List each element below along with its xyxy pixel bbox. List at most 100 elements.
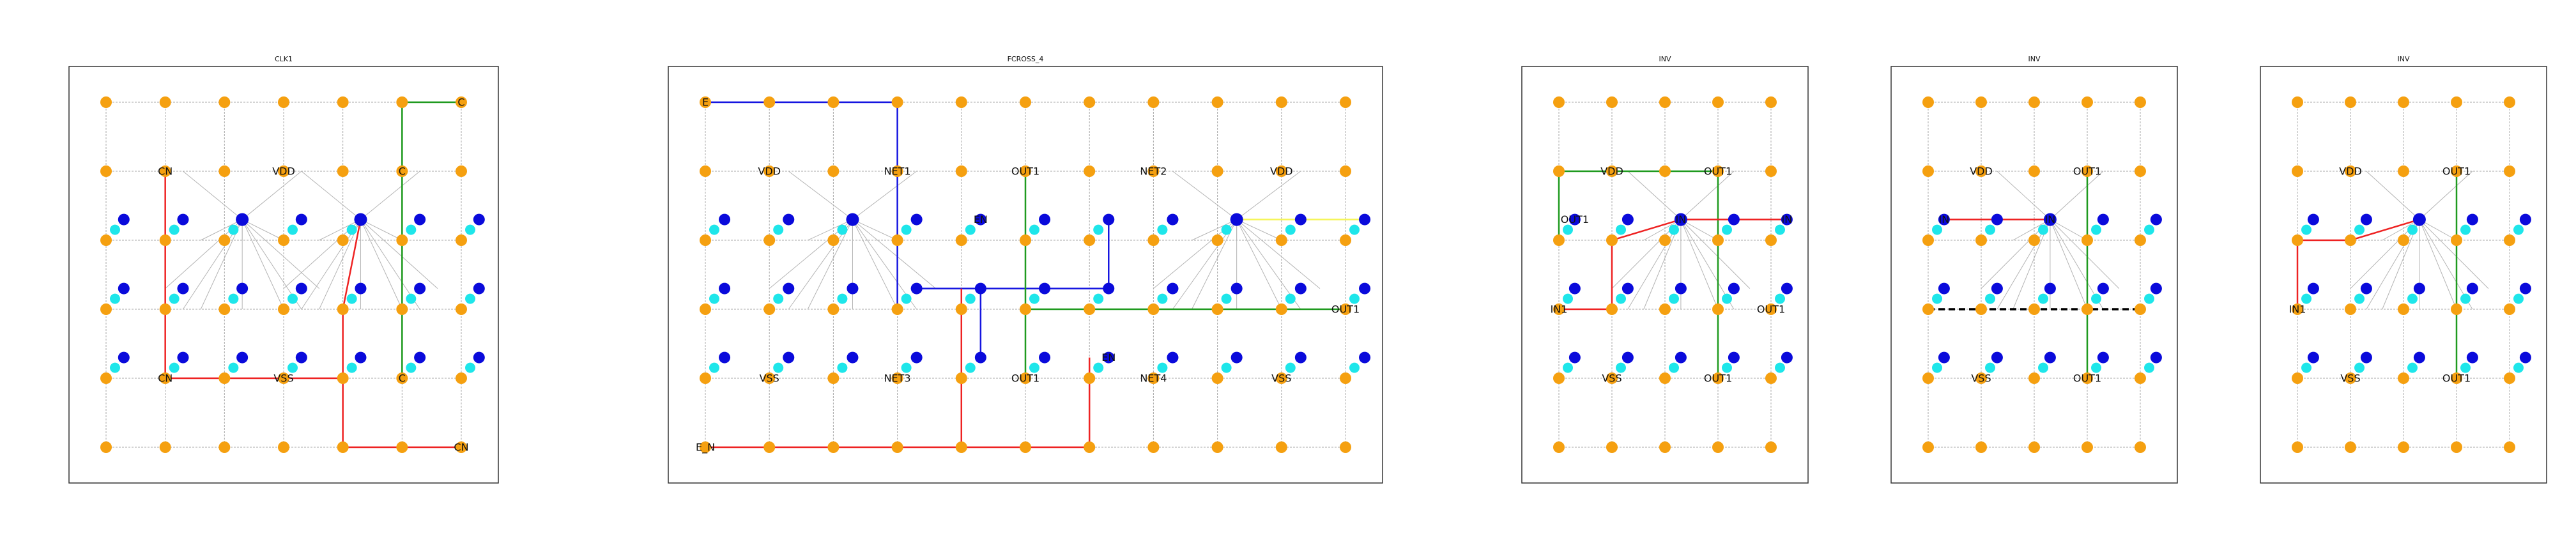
pin-shadow bbox=[837, 363, 847, 373]
node-label: OUT1 bbox=[1704, 372, 1732, 385]
pin bbox=[783, 283, 794, 295]
grid-node bbox=[1922, 96, 1934, 108]
grid-node bbox=[2028, 372, 2040, 384]
grid-node bbox=[763, 303, 775, 315]
hub-pin bbox=[846, 213, 859, 226]
pin-shadow bbox=[837, 225, 847, 235]
pin-shadow bbox=[465, 294, 475, 304]
grid-node bbox=[2398, 165, 2409, 177]
pin-shadow bbox=[1157, 294, 1167, 304]
node-label: VSS bbox=[1271, 372, 1291, 385]
grid-node bbox=[2504, 441, 2515, 453]
grid-node bbox=[100, 165, 112, 177]
pin-shadow bbox=[347, 294, 357, 304]
pin bbox=[1295, 283, 1307, 295]
pin bbox=[1781, 283, 1793, 295]
grid-node bbox=[1975, 96, 1987, 108]
grid-node bbox=[2292, 234, 2303, 246]
grid-node bbox=[1340, 96, 1351, 108]
grid-node bbox=[2504, 234, 2515, 246]
pin bbox=[2308, 214, 2319, 226]
pin bbox=[2414, 283, 2425, 295]
grid-node bbox=[1975, 441, 1987, 453]
grid-node bbox=[218, 165, 230, 177]
node-label: VDD bbox=[758, 165, 781, 178]
grid-node bbox=[1659, 165, 1671, 177]
pin bbox=[2097, 352, 2109, 364]
node-label: EN bbox=[1101, 351, 1116, 364]
grid-node bbox=[1212, 441, 1223, 453]
pin bbox=[719, 214, 730, 226]
grid-node bbox=[100, 234, 112, 246]
panel-inv-3: INVVDD OUT1IN1VSS OUT1 bbox=[2260, 55, 2547, 483]
pin-shadow bbox=[1932, 294, 1942, 304]
pin-shadow bbox=[1093, 363, 1103, 373]
grid-node bbox=[1606, 234, 1618, 246]
grid-node bbox=[456, 303, 467, 315]
pin-shadow bbox=[2301, 294, 2312, 304]
pin-shadow bbox=[965, 225, 976, 235]
pin-shadow bbox=[2301, 363, 2312, 373]
grid-node bbox=[1659, 303, 1671, 315]
pin bbox=[1039, 214, 1050, 226]
grid-node bbox=[827, 303, 839, 315]
pin bbox=[911, 214, 923, 226]
pin-shadow bbox=[347, 363, 357, 373]
node-label: VDD bbox=[1270, 165, 1293, 178]
pin-shadow bbox=[1563, 363, 1573, 373]
pin-shadow bbox=[1285, 294, 1296, 304]
pin-shadow bbox=[2354, 225, 2365, 235]
grid-node bbox=[1606, 303, 1618, 315]
pin bbox=[847, 352, 858, 364]
pin bbox=[473, 283, 485, 295]
grid-node bbox=[892, 303, 903, 315]
grid-node bbox=[1765, 234, 1777, 246]
pin-shadow bbox=[1669, 225, 1679, 235]
grid-node bbox=[2028, 234, 2040, 246]
pin-shadow bbox=[110, 225, 120, 235]
grid-node bbox=[1340, 234, 1351, 246]
grid-node bbox=[1922, 165, 1934, 177]
pin-shadow bbox=[347, 225, 357, 235]
pin-shadow bbox=[1563, 294, 1573, 304]
grid-node bbox=[1340, 372, 1351, 384]
grid-node bbox=[1084, 165, 1095, 177]
grid-node bbox=[337, 372, 349, 384]
grid-node bbox=[278, 234, 289, 246]
node-label: VDD bbox=[2339, 165, 2362, 178]
grid-node bbox=[160, 303, 171, 315]
pin bbox=[2467, 283, 2478, 295]
pin bbox=[1675, 352, 1687, 364]
pin-shadow bbox=[1563, 225, 1573, 235]
grid-node bbox=[456, 372, 467, 384]
grid-node bbox=[1712, 303, 1724, 315]
pin-shadow bbox=[465, 363, 475, 373]
grid-node bbox=[2398, 372, 2409, 384]
pin-shadow bbox=[2513, 294, 2524, 304]
grid-node bbox=[1212, 165, 1223, 177]
pin-shadow bbox=[110, 363, 120, 373]
pin-shadow bbox=[2407, 225, 2418, 235]
grid-node bbox=[2082, 303, 2093, 315]
grid-node bbox=[100, 96, 112, 108]
pin-shadow bbox=[1222, 294, 1232, 304]
pin-shadow bbox=[901, 225, 912, 235]
pin-shadow bbox=[1722, 294, 1732, 304]
grid-node bbox=[2504, 303, 2515, 315]
pin-shadow bbox=[2460, 225, 2471, 235]
panel-fcross-4: FCROSS_4EVDD NET1 OUT1 NET2 VDDENOUT1VSS NET3… bbox=[668, 55, 1383, 483]
pin-shadow bbox=[288, 294, 298, 304]
pin bbox=[783, 352, 794, 364]
pin bbox=[1039, 283, 1050, 295]
grid-node bbox=[100, 441, 112, 453]
pin bbox=[1167, 214, 1178, 226]
pin-shadow bbox=[2091, 363, 2101, 373]
node-label: NET4 bbox=[1140, 372, 1167, 385]
pin bbox=[1675, 283, 1687, 295]
pin-shadow bbox=[1932, 363, 1942, 373]
grid-node bbox=[1084, 372, 1095, 384]
node-label: EN bbox=[974, 213, 988, 226]
grid-node bbox=[1553, 96, 1565, 108]
grid-node bbox=[160, 441, 171, 453]
node-label: VSS bbox=[1971, 372, 1991, 385]
